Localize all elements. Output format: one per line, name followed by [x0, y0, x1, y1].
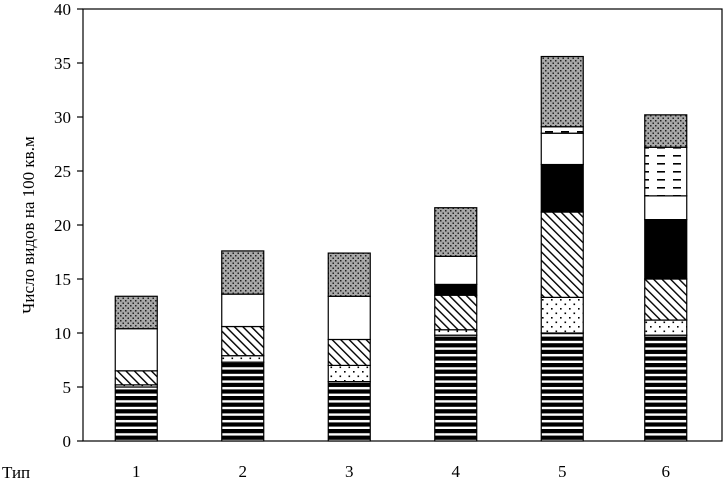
bar-segment-diagonal-hatch — [114, 370, 158, 386]
bar-stack — [644, 114, 688, 442]
bar-segment-horizontal-stripes — [644, 334, 688, 442]
x-axis-label: Тип — [2, 463, 30, 482]
bar-segment-solid-black — [540, 163, 584, 213]
bar-segment-horizontal-stripes — [434, 334, 478, 442]
bar-segment-horizontal-stripes — [221, 361, 265, 442]
bar-segment-white — [540, 132, 584, 166]
bar-segment-dark-dotted — [327, 252, 371, 297]
bar-segment-white — [434, 255, 478, 286]
bar-segment-dark-dotted — [540, 55, 584, 128]
y-tick-label: 20 — [54, 216, 71, 235]
y-tick-label: 40 — [54, 0, 71, 19]
bar-segment-horizontal-stripes — [114, 386, 158, 442]
bar-stack — [540, 55, 584, 442]
y-tick-label: 25 — [54, 162, 71, 181]
y-tick-label: 5 — [63, 378, 72, 397]
bar-segment-white — [327, 295, 371, 341]
x-tick-label: 1 — [132, 462, 141, 481]
y-axis-label: Число видов на 100 кв.м — [19, 136, 38, 314]
bar-segment-solid-black — [434, 283, 478, 296]
bar-segment-white — [644, 195, 688, 221]
y-tick-label: 10 — [54, 324, 71, 343]
bars — [114, 55, 688, 442]
x-tick-label: 6 — [662, 462, 671, 481]
x-tick-label: 5 — [558, 462, 567, 481]
bar-segment-dashes — [540, 126, 584, 134]
y-tick-label: 35 — [54, 54, 71, 73]
plot-frame — [82, 8, 723, 442]
bar-segment-sparse-dots — [327, 364, 371, 383]
bar-segment-diagonal-hatch — [644, 278, 688, 321]
bar-stack — [114, 295, 158, 442]
bar-segment-diagonal-hatch — [221, 325, 265, 357]
bar-segment-solid-black — [644, 219, 688, 280]
x-tick-label: 3 — [345, 462, 354, 481]
bar-segment-sparse-dots — [644, 319, 688, 336]
x-tick-label: 4 — [452, 462, 461, 481]
bar-segment-white — [114, 328, 158, 372]
x-tick-label: 2 — [239, 462, 248, 481]
bar-segment-dark-dotted — [434, 207, 478, 257]
bar-stack — [221, 250, 265, 442]
plot-area — [82, 8, 723, 442]
y-tick-label: 0 — [63, 432, 72, 451]
bar-segment-dark-dotted — [221, 250, 265, 295]
bar-stack — [434, 207, 478, 442]
bar-segment-diagonal-hatch — [434, 294, 478, 331]
bar-segment-sparse-dots — [434, 329, 478, 336]
bar-segment-white — [221, 293, 265, 328]
bar-segment-horizontal-stripes — [540, 332, 584, 442]
bar-segment-horizontal-stripes — [327, 381, 371, 442]
bar-segment-dark-dotted — [644, 114, 688, 148]
bar-segment-dark-dotted — [114, 295, 158, 330]
bar-segment-sparse-dots — [540, 296, 584, 334]
bar-segment-sparse-dots — [221, 355, 265, 363]
bar-stack — [327, 252, 371, 442]
bar-segment-dashes — [644, 146, 688, 197]
bar-segment-diagonal-hatch — [540, 211, 584, 298]
y-tick-label: 15 — [54, 270, 71, 289]
y-tick-label: 30 — [54, 108, 71, 127]
x-axis: 1 2 3 4 5 6 — [132, 462, 670, 481]
y-axis: 0 5 10 15 20 25 30 35 40 — [54, 0, 83, 451]
bar-segment-diagonal-hatch — [327, 338, 371, 367]
